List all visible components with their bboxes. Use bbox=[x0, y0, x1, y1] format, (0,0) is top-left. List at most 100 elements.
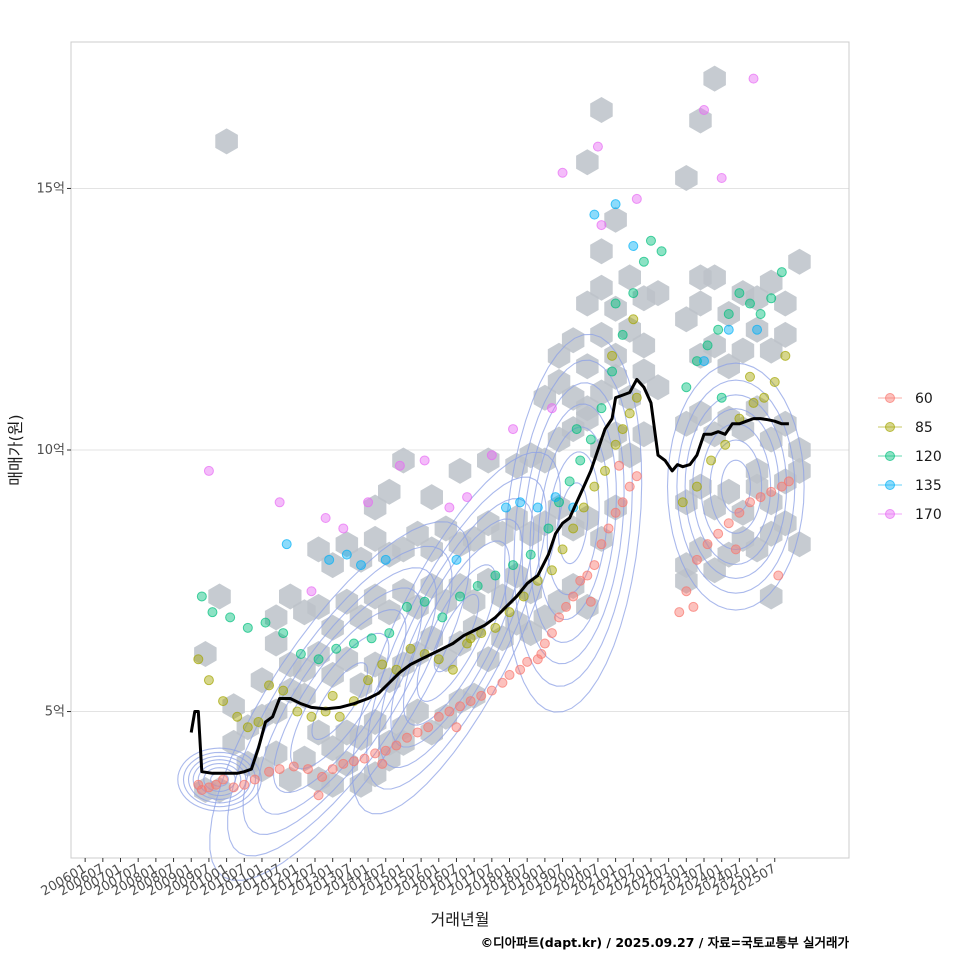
data-point-60 bbox=[691, 554, 702, 565]
data-point-60 bbox=[412, 727, 423, 738]
hexbin-cell bbox=[264, 604, 288, 631]
data-point-60 bbox=[239, 779, 250, 790]
data-point-60 bbox=[193, 779, 204, 790]
hexbin-cell bbox=[547, 342, 571, 369]
data-point-120 bbox=[575, 455, 586, 466]
data-point-120 bbox=[713, 324, 724, 335]
density-contour bbox=[676, 379, 796, 594]
hexbin-cell bbox=[448, 630, 472, 657]
data-point-135 bbox=[723, 324, 734, 335]
data-point-120 bbox=[225, 612, 236, 623]
hexbin-cell bbox=[703, 332, 726, 359]
hexbin-cell bbox=[689, 400, 712, 427]
data-point-85 bbox=[769, 377, 780, 387]
data-point-120 bbox=[508, 560, 519, 571]
data-point-120 bbox=[734, 288, 745, 299]
hexbin-cell bbox=[689, 290, 712, 317]
hexbin-cell bbox=[703, 494, 726, 521]
data-point-60 bbox=[561, 601, 572, 612]
data-point-135 bbox=[324, 554, 335, 565]
hexbin-cell bbox=[378, 478, 401, 505]
data-point-120 bbox=[437, 612, 448, 623]
data-point-135 bbox=[380, 554, 391, 565]
data-point-120 bbox=[744, 298, 755, 309]
data-point-60 bbox=[338, 758, 349, 769]
data-point-170 bbox=[508, 424, 519, 435]
data-point-85 bbox=[193, 654, 204, 665]
data-point-85 bbox=[578, 502, 589, 513]
data-point-85 bbox=[232, 711, 243, 722]
data-point-60 bbox=[546, 628, 557, 639]
density-contour bbox=[177, 747, 262, 812]
data-point-135 bbox=[451, 554, 462, 565]
hexbin-cell bbox=[675, 165, 698, 191]
density-contour bbox=[666, 362, 805, 611]
y-axis: 5억 10억 15억 bbox=[36, 181, 71, 720]
data-point-60 bbox=[617, 497, 628, 508]
data-point-120 bbox=[766, 293, 777, 304]
data-point-60 bbox=[249, 774, 260, 785]
data-point-120 bbox=[366, 633, 377, 644]
data-point-135 bbox=[550, 492, 561, 503]
hexbin-cell bbox=[618, 384, 641, 411]
data-point-85 bbox=[242, 722, 253, 733]
data-point-120 bbox=[681, 382, 692, 393]
data-point-120 bbox=[755, 309, 766, 319]
data-point-120 bbox=[543, 523, 554, 534]
density-contour bbox=[390, 518, 523, 748]
data-point-60 bbox=[730, 544, 741, 555]
legend-key-point bbox=[885, 393, 895, 403]
hexbin-cell bbox=[604, 295, 627, 322]
hexbin-cell bbox=[561, 573, 585, 599]
data-point-60 bbox=[522, 656, 533, 667]
data-point-60 bbox=[444, 706, 455, 717]
data-point-120 bbox=[723, 309, 734, 319]
data-point-85 bbox=[631, 392, 642, 403]
density-contour bbox=[290, 632, 390, 770]
data-point-120 bbox=[702, 340, 713, 351]
hexbin-cell bbox=[590, 97, 613, 123]
density-contour bbox=[709, 439, 763, 534]
hexbin-cell bbox=[759, 583, 783, 610]
density-contour bbox=[351, 451, 562, 815]
hexbin-cell bbox=[717, 301, 740, 327]
data-point-60 bbox=[218, 774, 229, 785]
hexbin-cell bbox=[618, 264, 641, 291]
data-point-120 bbox=[716, 392, 727, 403]
data-point-170 bbox=[748, 73, 759, 84]
data-point-85 bbox=[599, 465, 610, 476]
data-point-60 bbox=[288, 761, 299, 772]
data-point-120 bbox=[564, 476, 575, 487]
hexbin-cell bbox=[349, 546, 373, 573]
data-point-60 bbox=[423, 722, 434, 733]
data-point-135 bbox=[341, 549, 352, 560]
data-point-60 bbox=[603, 523, 614, 534]
data-point-120 bbox=[260, 617, 271, 628]
data-point-120 bbox=[242, 622, 253, 633]
data-point-120 bbox=[607, 366, 618, 377]
data-point-85 bbox=[624, 408, 635, 419]
hexbin-cell bbox=[576, 395, 599, 422]
data-point-60 bbox=[631, 471, 642, 482]
data-point-120 bbox=[596, 403, 607, 414]
hexbin-cell bbox=[378, 599, 401, 626]
legend-label: 135 bbox=[915, 478, 942, 494]
hexbin-cell bbox=[675, 567, 698, 594]
data-point-60 bbox=[755, 492, 766, 503]
data-point-60 bbox=[313, 790, 324, 801]
trend-line bbox=[189, 377, 789, 775]
density-contour bbox=[529, 403, 617, 643]
density-contour bbox=[684, 394, 788, 579]
data-point-85 bbox=[292, 706, 303, 717]
data-point-120 bbox=[525, 549, 536, 560]
data-point-60 bbox=[681, 586, 692, 597]
hexbin-cell bbox=[293, 656, 316, 683]
data-point-170 bbox=[203, 465, 214, 476]
y-tick-label: 15억 bbox=[36, 181, 65, 196]
data-point-60 bbox=[532, 654, 543, 665]
hexbin-cell bbox=[420, 536, 443, 563]
data-point-120 bbox=[384, 628, 395, 639]
density-contour bbox=[416, 564, 497, 702]
data-point-85 bbox=[610, 439, 621, 450]
data-point-120 bbox=[585, 434, 596, 445]
